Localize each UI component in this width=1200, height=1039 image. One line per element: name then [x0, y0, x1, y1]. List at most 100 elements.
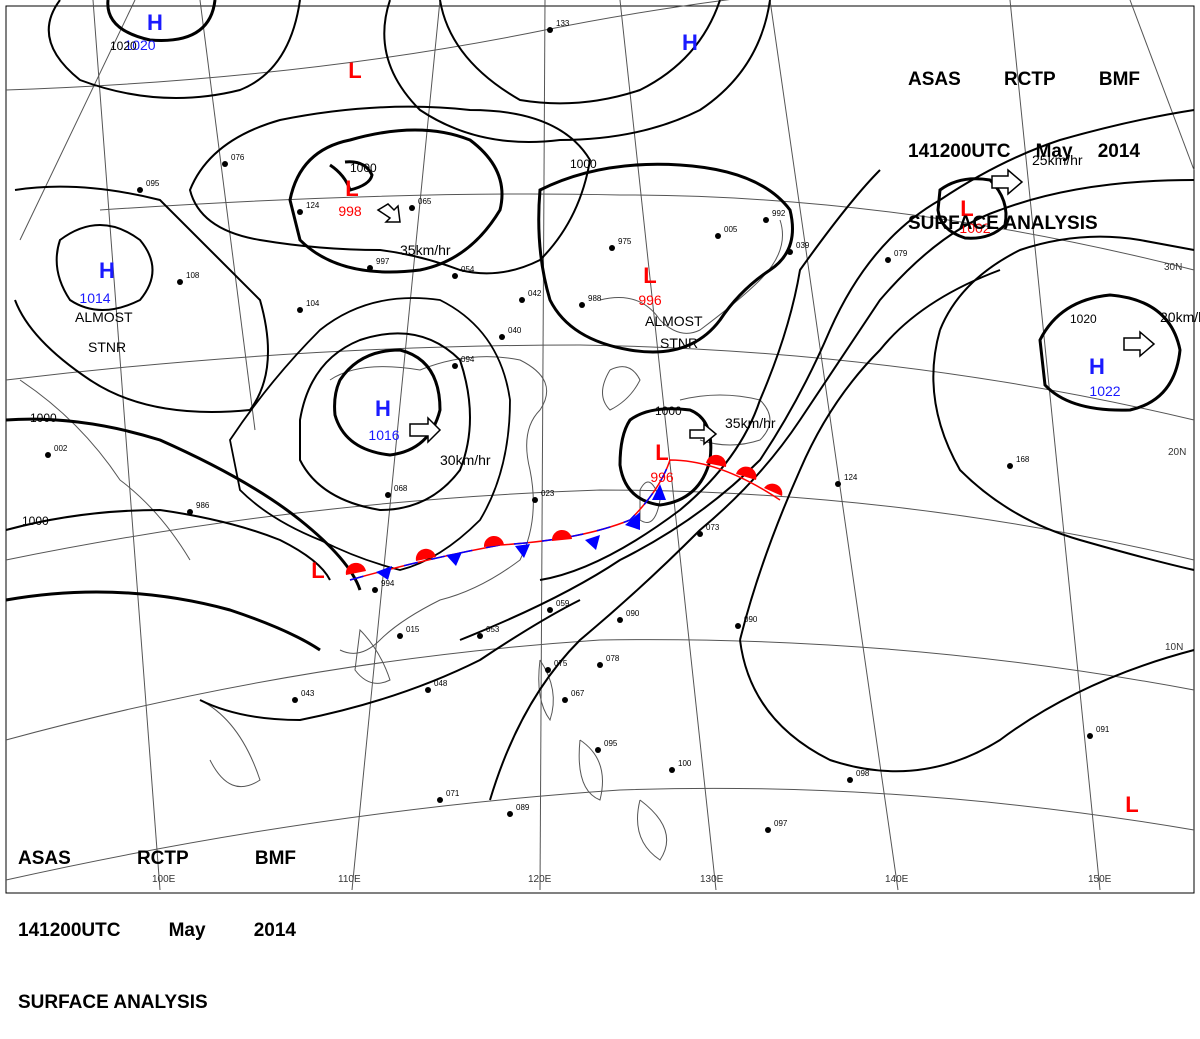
- station-pressure-value: 095: [604, 739, 618, 748]
- station-marker: [595, 747, 601, 753]
- latitude-label: 30N: [1164, 262, 1182, 273]
- coastline: [19, 379, 191, 561]
- longitude-label: 140E: [885, 874, 909, 885]
- station-pressure-value: 104: [306, 299, 320, 308]
- station-pressure-value: 043: [301, 689, 315, 698]
- station-pressure-value: 078: [606, 654, 620, 663]
- header-title: SURFACE ANALYSIS: [18, 992, 208, 1013]
- station-marker: [137, 187, 143, 193]
- low-pressure-center: L: [1125, 792, 1138, 817]
- header-time: 141200UTC: [908, 141, 1011, 162]
- station-pressure-value: 124: [306, 201, 320, 210]
- coastline: [637, 799, 668, 861]
- cold-front-barbs: [376, 484, 666, 580]
- station-pressure-value: 015: [406, 625, 420, 634]
- station-marker: [297, 209, 303, 215]
- high-pressure-center: H: [99, 258, 115, 283]
- station-marker: [477, 633, 483, 639]
- station-pressure-value: 002: [54, 444, 68, 453]
- low-pressure-center: L: [655, 440, 668, 465]
- stationary-note: ALMOST: [75, 309, 133, 325]
- surface-analysis-map: 124 997 065 054 104 094 040 042 988 975 005 992 039 0…: [5, 0, 1200, 894]
- isobar: [537, 162, 794, 354]
- meridian-line: [19, 0, 136, 241]
- station-marker: [765, 827, 771, 833]
- station-marker: [507, 811, 513, 817]
- longitude-label: 130E: [700, 874, 724, 885]
- isobar: [539, 169, 881, 581]
- map-frame: [5, 5, 1195, 894]
- isobar-label: 1000: [655, 404, 682, 418]
- front-semicircle: [736, 466, 757, 480]
- isobar: [383, 0, 771, 143]
- isobar: [5, 508, 331, 581]
- coastline: [602, 366, 641, 411]
- meridian-line: [351, 0, 441, 891]
- station-marker: [292, 697, 298, 703]
- header-month: May: [168, 920, 206, 941]
- meridian-line: [1009, 0, 1101, 891]
- center-pressure-value: 1022: [1089, 383, 1120, 399]
- station-pressure-value: 098: [856, 769, 870, 778]
- station-marker: [735, 623, 741, 629]
- isobar: [939, 235, 1195, 331]
- station-pressure-value: 059: [556, 599, 570, 608]
- high-pressure-center: H: [147, 10, 163, 35]
- parallel-line: [5, 787, 1195, 881]
- motion-arrows: [376, 168, 1156, 446]
- stationary-notes: ALMOST STNR ALMOST STNR: [75, 309, 703, 355]
- station-marker: [452, 363, 458, 369]
- station-marker: [617, 617, 623, 623]
- latitude-label: 20N: [1168, 447, 1186, 458]
- motion-speed-label: 20km/hr: [1160, 309, 1200, 325]
- station-pressure-value: 075: [554, 659, 568, 668]
- isobar: [299, 332, 471, 512]
- station-pressure-value: 067: [571, 689, 585, 698]
- low-pressure-center: L: [643, 263, 656, 288]
- station-pressure-value: 975: [618, 237, 632, 246]
- station-pressure-value: 048: [434, 679, 448, 688]
- station-marker: [579, 302, 585, 308]
- station-marker: [437, 797, 443, 803]
- isobar: [739, 269, 1001, 641]
- front-semicircle: [764, 483, 783, 496]
- lonlat-labels: 100E 110E 120E 130E 140E 150E 30N 20N 10N: [152, 262, 1186, 885]
- station-marker: [1087, 733, 1093, 739]
- front-barb: [585, 535, 600, 550]
- header-year: 2014: [1097, 141, 1140, 162]
- fronts: [345, 454, 783, 581]
- center-pressure-value: 1014: [79, 290, 110, 306]
- station-pressure-value: 089: [516, 803, 530, 812]
- low-pressure-center: L: [348, 58, 361, 83]
- parallel-line: [5, 344, 1195, 421]
- isobar: [936, 177, 1008, 240]
- station-marker: [425, 687, 431, 693]
- coastline: [199, 699, 261, 788]
- center-pressure-value: 996: [638, 292, 662, 308]
- isobar: [55, 224, 154, 311]
- station-marker: [187, 509, 193, 515]
- motion-speed-label: 25km/hr: [1032, 152, 1083, 168]
- station-pressure-value: 986: [196, 501, 210, 510]
- isobar: [1038, 293, 1182, 412]
- station-marker: [609, 245, 615, 251]
- meridian-line: [539, 0, 546, 891]
- header-center-code: ASAS: [908, 69, 961, 90]
- front-line: [349, 459, 671, 581]
- isobar-label: 1000: [570, 157, 597, 171]
- header-month: May: [1035, 141, 1073, 162]
- station-marker: [597, 662, 603, 668]
- station-pressure-value: 039: [796, 241, 810, 250]
- parallel-line: [5, 639, 1195, 741]
- motion-labels: 35km/hr 30km/hr 35km/hr 25km/hr 20km/hr: [400, 152, 1200, 468]
- high-pressure-center: H: [682, 30, 698, 55]
- station-pressure-value: 005: [724, 225, 738, 234]
- station-marker: [763, 217, 769, 223]
- station-pressure-value: 168: [1016, 455, 1030, 464]
- station-pressure-value: 073: [706, 523, 720, 532]
- isobar: [459, 109, 1195, 641]
- station-pressure-value: 054: [461, 265, 475, 274]
- station-marker: [452, 273, 458, 279]
- station-marker: [715, 233, 721, 239]
- station-marker: [397, 633, 403, 639]
